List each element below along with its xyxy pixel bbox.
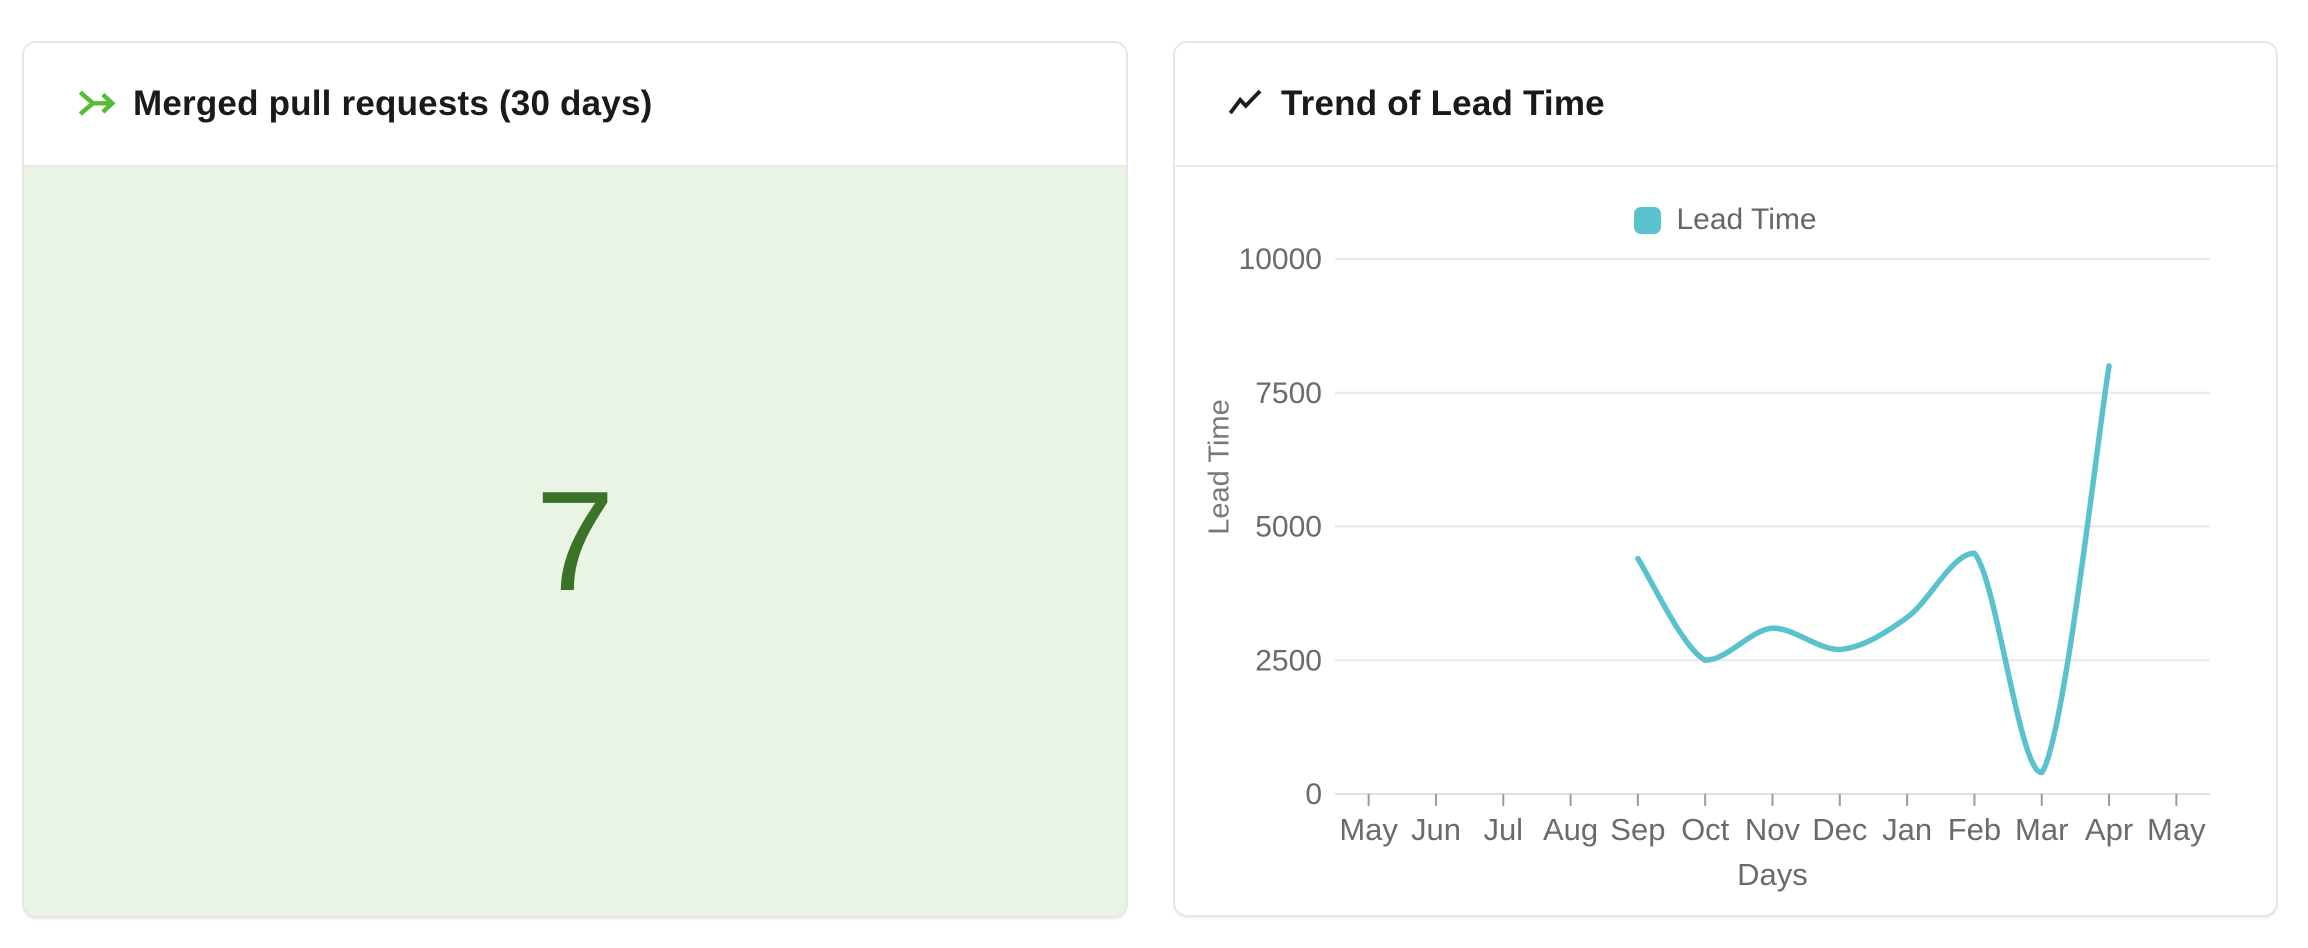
x-tick-label: Dec <box>1812 812 1867 847</box>
x-tick-label: Jan <box>1882 812 1932 847</box>
legend-swatch <box>1634 206 1662 234</box>
trend-of-lead-time-card: Trend of Lead Time Lead Time Lead Time 0… <box>1173 41 2278 917</box>
x-tick-label: May <box>2147 812 2206 847</box>
x-tick-label: Oct <box>1681 812 1730 847</box>
y-tick-label: 10000 <box>1239 243 1322 276</box>
x-tick-label: Sep <box>1610 812 1665 847</box>
merge-arrow-icon <box>76 84 116 124</box>
merged-pull-requests-title: Merged pull requests (30 days) <box>133 84 653 123</box>
merged-pull-requests-value: 7 <box>535 461 615 621</box>
legend-label: Lead Time <box>1676 203 1817 236</box>
lead-time-chart[interactable]: 0 2500 5000 7500 10000 May Jun Jul Aug Sep Oct Nov D… <box>1175 167 2276 915</box>
lead-time-line[interactable] <box>1635 363 2112 776</box>
trend-of-lead-time-header: Trend of Lead Time <box>1175 43 2276 167</box>
merged-pull-requests-card: Merged pull requests (30 days) 7 <box>22 41 1128 918</box>
merged-pull-requests-header: Merged pull requests (30 days) <box>24 43 1126 167</box>
y-tick-label: 2500 <box>1255 644 1322 677</box>
y-tick-label: 7500 <box>1255 377 1322 410</box>
merged-pull-requests-panel: 7 <box>24 167 1126 916</box>
trend-up-icon <box>1227 86 1264 123</box>
x-tick-label: Apr <box>2085 812 2133 847</box>
x-tick-label: Jun <box>1411 812 1461 847</box>
x-tick-label: Mar <box>2015 812 2068 847</box>
y-tick-label: 0 <box>1305 778 1322 811</box>
trend-of-lead-time-title: Trend of Lead Time <box>1281 84 1605 123</box>
x-tick-label: Feb <box>1948 812 2001 847</box>
x-tick-label: Jul <box>1483 812 1523 847</box>
legend-item-lead-time[interactable]: Lead Time <box>1175 203 2276 237</box>
lead-time-chart-area[interactable]: Lead Time Lead Time 0 2500 5000 7500 10000 Ma… <box>1175 167 2276 915</box>
x-tick-label: Aug <box>1543 812 1598 847</box>
y-tick-label: 5000 <box>1255 511 1322 544</box>
x-tick-label: Nov <box>1745 812 1801 847</box>
x-tick-label: May <box>1339 812 1398 847</box>
x-axis-title: Days <box>1737 857 1808 892</box>
